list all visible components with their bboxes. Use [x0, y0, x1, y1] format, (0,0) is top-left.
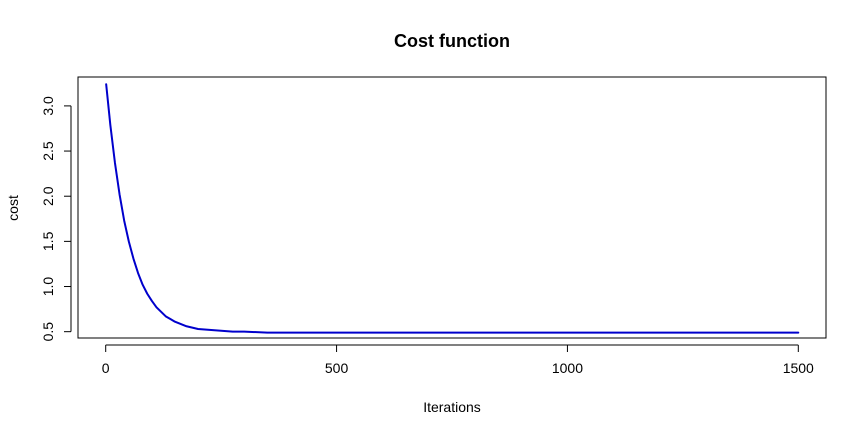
y-tick-label: 2.0	[40, 186, 56, 206]
plot-area	[77, 76, 827, 339]
y-tick-label: 1.0	[40, 277, 56, 297]
cost-series-line	[105, 83, 800, 334]
series-layer	[105, 83, 800, 334]
x-tick-label: 500	[325, 360, 349, 376]
y-axis-label: cost	[5, 195, 21, 221]
y-tick-label: 2.5	[40, 141, 56, 161]
x-axis: 0 500 1000 1500	[102, 344, 814, 376]
x-tick-label: 1000	[552, 360, 583, 376]
y-axis: 0.5 1.0 1.5 2.0 2.5 3.0	[40, 96, 72, 342]
y-tick-label: 3.0	[40, 96, 56, 116]
chart-title: Cost function	[394, 31, 510, 51]
x-tick-label: 1500	[783, 360, 814, 376]
x-tick-label: 0	[102, 360, 110, 376]
y-tick-label: 1.5	[40, 231, 56, 251]
y-tick-label: 0.5	[40, 322, 56, 342]
x-axis-label: Iterations	[423, 399, 481, 415]
